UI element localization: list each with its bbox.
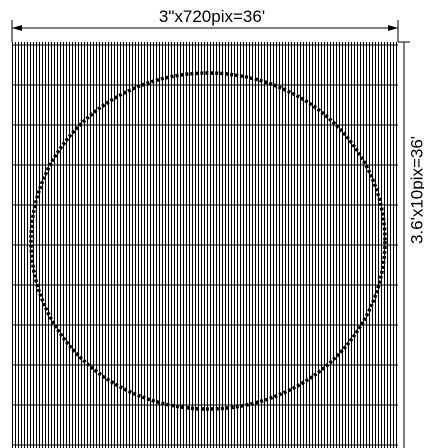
arrowhead: [388, 25, 398, 31]
circle: [29, 71, 387, 411]
height-label: 3.6'x10pix=36': [407, 136, 424, 244]
width-label: 3"x720pix=36': [159, 7, 265, 26]
arrowhead: [12, 25, 22, 31]
stripe-field: [12, 42, 398, 448]
